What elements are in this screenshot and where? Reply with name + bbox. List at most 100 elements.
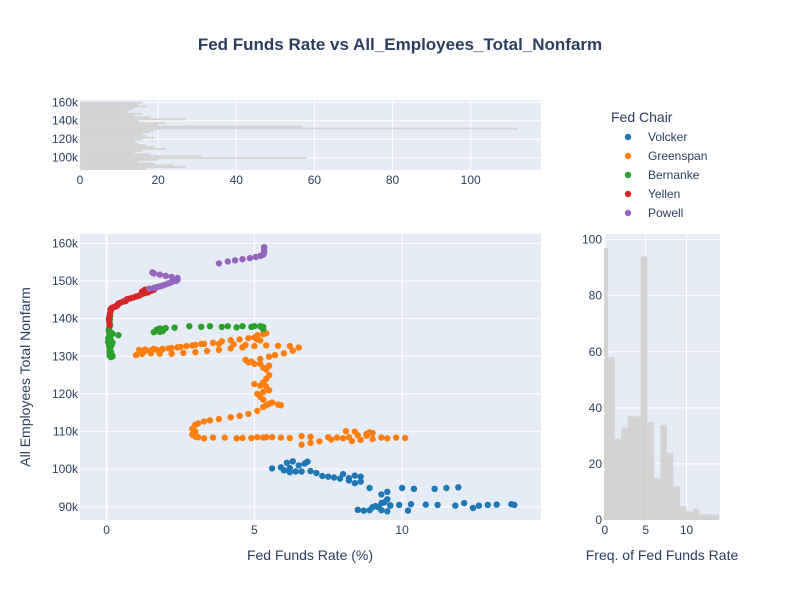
top-histogram-bar: [80, 125, 303, 128]
scatter-point: [206, 323, 214, 330]
top-histogram-bar: [80, 168, 147, 170]
scatter-point: [215, 415, 223, 423]
scatter-point: [156, 271, 163, 278]
side-histogram-bar: [680, 506, 687, 520]
scatter-point: [189, 342, 196, 349]
y-tick-label: 100k: [52, 462, 79, 476]
series-yellen: [105, 285, 158, 329]
side-histogram-bar: [660, 424, 667, 520]
x-tick-label: 0: [103, 523, 110, 537]
top-histogram-bar: [80, 118, 186, 121]
scatter-point: [475, 502, 483, 509]
scatter-point: [345, 475, 353, 482]
top-histogram-bar: [80, 142, 139, 145]
scatter-point: [246, 254, 254, 262]
legend-marker: [624, 209, 632, 217]
legend-item-powell[interactable]: Powell: [624, 206, 684, 220]
scatter-point: [221, 434, 228, 441]
scatter-point: [398, 484, 406, 492]
side-histogram-bar: [712, 514, 720, 520]
scatter-point: [245, 359, 252, 366]
scatter-point: [254, 407, 261, 415]
top-histogram-bar: [80, 157, 307, 159]
top-histogram-bar: [80, 144, 147, 147]
scatter-point: [461, 499, 468, 507]
scatter-point: [106, 349, 113, 356]
legend-item-volcker[interactable]: Volcker: [624, 130, 688, 144]
scatter-point: [292, 468, 299, 475]
scatter-point: [209, 339, 217, 346]
scatter-point: [384, 488, 391, 495]
scatter-point: [304, 458, 311, 465]
scatter-point: [180, 349, 187, 357]
scatter-point: [289, 458, 296, 465]
top-histogram-bar: [80, 164, 174, 167]
top-hist-x-tick-label: 20: [151, 173, 165, 187]
scatter-point: [493, 501, 500, 508]
side-histogram-bar: [706, 514, 713, 520]
scatter-point: [295, 462, 302, 469]
scatter-point: [242, 341, 249, 349]
side-histogram-bar: [604, 248, 609, 520]
scatter-point: [378, 499, 385, 507]
scatter-point: [396, 501, 403, 509]
side-histogram-bar: [699, 514, 707, 520]
scatter-point: [378, 507, 385, 514]
scatter-point: [357, 478, 364, 485]
scatter-point: [354, 506, 361, 513]
scatter-point: [206, 417, 214, 424]
top-histogram-bar: [80, 160, 139, 163]
scatter-point: [404, 507, 412, 514]
scatter-point: [325, 473, 332, 480]
side-histogram-bar: [634, 416, 641, 520]
legend-item-yellen[interactable]: Yellen: [624, 187, 680, 201]
legend[interactable]: Fed Chair Volcker Greenspan Bernanke Yellen…: [611, 109, 707, 220]
scatter-point: [198, 323, 205, 331]
scatter-point: [215, 346, 223, 354]
scatter-point: [177, 343, 184, 351]
scatter-point: [198, 340, 205, 348]
scatter-point: [384, 435, 391, 442]
scatter-point: [280, 350, 288, 357]
top-histogram-bar: [80, 131, 151, 134]
scatter-point: [251, 360, 258, 367]
side-histogram-bar: [653, 477, 661, 520]
scatter-point: [265, 353, 273, 360]
top-histogram-bar: [80, 111, 127, 113]
top-histogram-bar: [80, 114, 135, 117]
scatter-point: [203, 347, 211, 355]
top-histogram-bar: [80, 146, 155, 148]
legend-item-greenspan[interactable]: Greenspan: [624, 149, 708, 163]
top-histogram-bar: [80, 105, 147, 108]
top-histogram-bar: [80, 162, 155, 165]
scatter-point: [248, 323, 255, 331]
scatter-point: [233, 324, 240, 331]
scatter-point: [277, 464, 285, 471]
scatter-point: [251, 380, 258, 388]
scatter-point: [236, 336, 243, 343]
side-hist-y-tick-label: 0: [595, 513, 602, 527]
scatter-point: [156, 328, 163, 335]
top-histogram-bar: [80, 101, 143, 104]
side-histogram-bar: [608, 357, 615, 520]
scatter-point: [236, 412, 243, 419]
y-tick-label: 110k: [53, 425, 79, 439]
top-histogram-bar: [80, 129, 155, 132]
scatter-point: [298, 468, 305, 475]
top-histogram-bar: [80, 153, 151, 156]
scatter-point: [369, 435, 376, 443]
scatter-point: [277, 434, 285, 441]
top-histogram-bar: [80, 135, 147, 137]
series-greenspan: [132, 330, 409, 448]
top-histogram-bar: [80, 166, 186, 169]
scatter-point: [239, 256, 246, 263]
scatter-point: [339, 435, 347, 442]
side-histogram-bar: [666, 452, 674, 520]
scatter-point: [245, 335, 252, 342]
scatter-point: [295, 344, 302, 351]
y-tick-label: 150k: [52, 274, 79, 288]
scatter-point: [268, 434, 276, 441]
legend-item-bernanke[interactable]: Bernanke: [624, 168, 700, 182]
scatter-point: [174, 274, 181, 282]
